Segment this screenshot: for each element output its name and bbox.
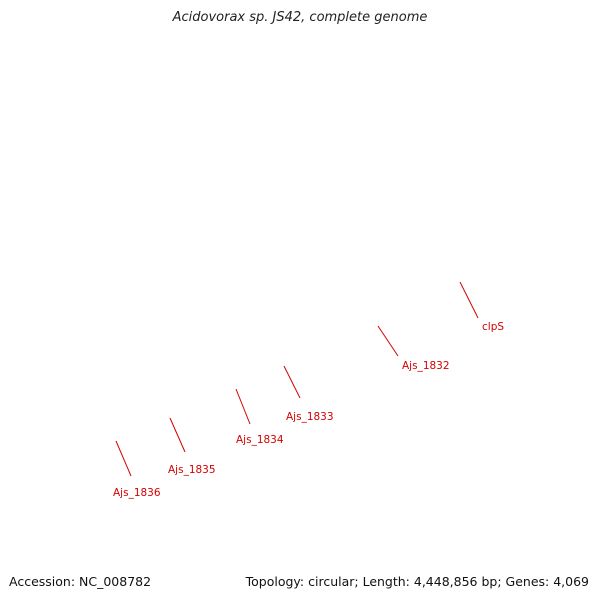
gene-label-ajs_1835[interactable]: Ajs_1835 <box>168 417 216 476</box>
svg-text:Ajs_1836: Ajs_1836 <box>113 487 161 499</box>
accession-text: Accession: NC_008782 <box>9 574 152 589</box>
svg-text:Ajs_1833: Ajs_1833 <box>286 411 334 423</box>
svg-text:Ajs_1834: Ajs_1834 <box>236 434 284 446</box>
svg-text:Ajs_1835: Ajs_1835 <box>168 464 216 476</box>
gene-label-ajs_1832[interactable]: Ajs_1832 <box>377 325 450 372</box>
gene-label-ajs_1836[interactable]: Ajs_1836 <box>113 440 161 499</box>
gene-label-ajs_1833[interactable]: Ajs_1833 <box>283 365 334 423</box>
genome-summary-text: Topology: circular; Length: 4,448,856 bp… <box>245 574 589 589</box>
map-title: Acidovorax sp. JS42, complete genome <box>172 10 428 25</box>
svg-text:clpS: clpS <box>482 321 504 333</box>
svg-text:Ajs_1832: Ajs_1832 <box>402 360 450 372</box>
gene-label-ajs_1834[interactable]: Ajs_1834 <box>235 388 284 446</box>
gene-label-clps[interactable]: clpS <box>459 281 504 333</box>
